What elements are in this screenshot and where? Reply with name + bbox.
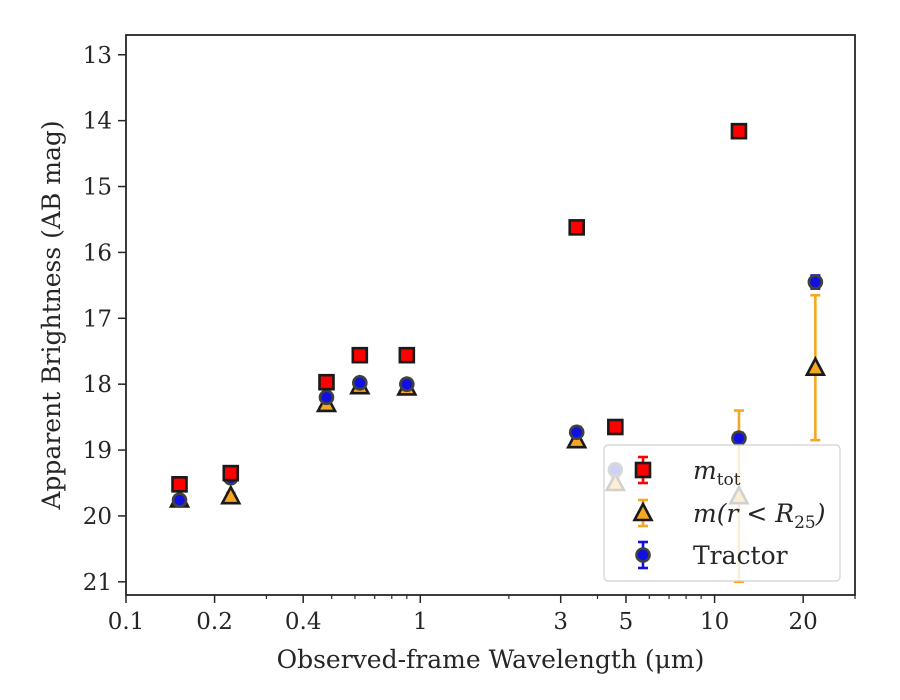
legend-label-main: Tractor xyxy=(693,541,788,570)
data-point xyxy=(568,219,586,236)
data-point xyxy=(568,424,585,441)
x-axis-label: Observed-frame Wavelength (μm) xyxy=(277,645,705,674)
data-point xyxy=(398,346,416,364)
data-point xyxy=(607,418,624,436)
legend-label-main: m(r < R xyxy=(693,499,794,528)
legend-marker xyxy=(634,461,652,479)
data-point xyxy=(807,274,824,290)
series-square xyxy=(171,122,748,493)
legend-marker xyxy=(635,547,651,563)
x-tick-label: 0.4 xyxy=(285,609,322,635)
data-point xyxy=(318,373,335,391)
x-tick-label: 0.1 xyxy=(108,609,145,635)
y-tick-label: 19 xyxy=(83,438,112,464)
data-point xyxy=(222,464,240,482)
legend-label-main: m xyxy=(693,456,717,485)
data-point xyxy=(730,122,748,140)
y-axis-ticks: 13 14 15 16 17 18 19 20 21 xyxy=(83,43,126,596)
data-point xyxy=(351,346,369,364)
legend-label-subscript: tot xyxy=(717,470,741,490)
y-tick-label: 13 xyxy=(83,43,112,69)
y-tick-label: 21 xyxy=(83,570,112,596)
y-tick-label: 20 xyxy=(83,504,112,530)
legend-label: Tractor xyxy=(693,541,788,570)
plot-frame xyxy=(125,34,856,596)
y-tick-label: 16 xyxy=(83,240,112,266)
data-point xyxy=(171,476,188,493)
legend: mtot m(r < R25) Tractor xyxy=(603,444,841,582)
data-point xyxy=(171,492,188,508)
y-tick-label: 18 xyxy=(83,372,112,398)
data-point xyxy=(352,375,368,391)
legend-label-tail: ) xyxy=(815,499,826,528)
y-tick-label: 14 xyxy=(83,109,112,135)
y-tick-label: 15 xyxy=(83,175,112,201)
legend-box xyxy=(603,444,841,582)
x-tick-label: 3 xyxy=(553,609,568,635)
x-axis-ticks: 0.1 0.2 0.4 1 3 5 10 20 xyxy=(108,595,856,635)
x-tick-label: 1 xyxy=(413,609,428,635)
legend-label-subscript: 25 xyxy=(794,513,816,533)
data-point xyxy=(804,355,827,377)
y-axis-label: Apparent Brightness (AB mag) xyxy=(37,120,66,510)
data-point xyxy=(220,484,242,505)
data-point xyxy=(399,376,415,392)
x-tick-label: 20 xyxy=(789,609,818,635)
legend-label: mtot xyxy=(693,456,741,490)
x-tick-label: 0.2 xyxy=(196,609,233,635)
x-tick-label: 5 xyxy=(619,609,634,635)
data-point xyxy=(731,430,747,447)
legend-label: m(r < R25) xyxy=(693,499,825,533)
x-tick-label: 10 xyxy=(700,609,729,635)
data-point xyxy=(318,389,335,406)
legend-marker xyxy=(632,501,654,522)
y-tick-label: 17 xyxy=(83,306,112,332)
